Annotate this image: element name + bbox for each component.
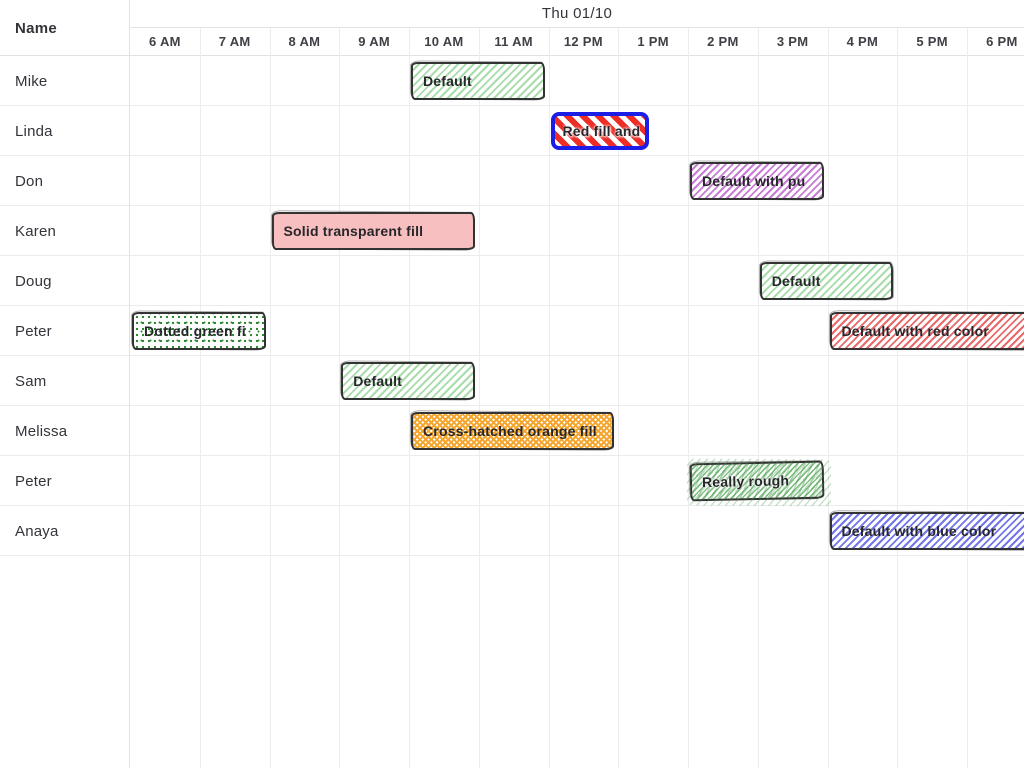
name-column: Name Mike Linda Don Karen Doug Peter Sam Meliss…	[0, 0, 130, 768]
event-label: Default with red color	[841, 323, 990, 339]
resource-row-label: Melissa	[0, 406, 129, 456]
gridline-vertical	[618, 28, 620, 768]
date-header-label: Thu 01/10	[541, 5, 613, 22]
gridline-horizontal	[0, 255, 1024, 256]
resource-name: Mike	[15, 72, 48, 90]
time-label: 4 PM	[846, 34, 879, 49]
resource-row-label: Mike	[0, 56, 129, 106]
resource-name: Peter	[15, 322, 52, 340]
gridline-horizontal	[0, 555, 1024, 556]
time-label: 10 AM	[424, 34, 464, 49]
gridline-horizontal	[0, 505, 1024, 506]
event[interactable]: Really rough	[689, 460, 824, 502]
gridline-vertical	[827, 28, 829, 768]
resource-row-label: Linda	[0, 106, 129, 156]
event-label: Default	[423, 73, 472, 89]
event-label: Cross-hatched orange fill	[423, 423, 597, 439]
name-column-header: Name	[0, 0, 129, 56]
gridline-vertical	[897, 28, 899, 768]
event-label: Default	[771, 273, 821, 289]
resource-name: Karen	[15, 222, 57, 240]
event[interactable]: Solid transparent fill	[271, 212, 475, 250]
resource-name: Anaya	[15, 522, 59, 540]
resource-row-label: Peter	[0, 456, 129, 506]
gridline-horizontal	[0, 455, 1024, 456]
gridline-horizontal	[0, 105, 1024, 106]
time-label: 1 PM	[637, 34, 669, 49]
time-label: 7 AM	[218, 34, 251, 49]
event[interactable]: Default with pu	[690, 162, 824, 200]
header-separator	[0, 55, 1024, 56]
time-label: 5 PM	[916, 34, 948, 49]
name-column-header-label: Name	[15, 19, 58, 37]
resource-row-label: Sam	[0, 356, 129, 406]
resource-name: Linda	[15, 122, 53, 140]
event-label: Solid transparent fill	[283, 223, 424, 239]
gridline-vertical	[967, 28, 968, 768]
gridline-vertical	[688, 28, 689, 768]
event-label: Red fill and	[562, 123, 641, 139]
time-label: 6 PM	[986, 34, 1018, 49]
event-label: Really rough	[701, 472, 790, 491]
gridline-horizontal	[0, 205, 1024, 206]
date-header: Thu 01/10	[130, 0, 1024, 28]
event[interactable]: Dotted green fi	[132, 312, 266, 350]
event[interactable]: Red fill and	[550, 112, 650, 150]
resource-row-label: Doug	[0, 256, 129, 306]
event[interactable]: Cross-hatched orange fill	[411, 412, 615, 450]
gridline-vertical	[548, 28, 550, 768]
event[interactable]: Default with blue color	[829, 512, 1024, 550]
time-label: 8 AM	[288, 34, 321, 49]
event-label: Default with blue color	[841, 523, 997, 539]
time-label: 3 PM	[776, 34, 809, 49]
resource-name: Peter	[15, 472, 52, 490]
event[interactable]: Default with red color	[829, 312, 1024, 350]
time-label: 11 AM	[494, 34, 533, 49]
event[interactable]: Default	[411, 62, 545, 100]
gridline-horizontal	[0, 305, 1024, 306]
resource-row-label: Anaya	[0, 506, 129, 556]
resource-list: Mike Linda Don Karen Doug Peter Sam Melissa Pete…	[0, 56, 129, 556]
gridline-vertical	[757, 28, 759, 768]
gridline-vertical	[199, 28, 201, 768]
gridline-horizontal	[0, 405, 1024, 406]
time-label: 12 PM	[563, 34, 603, 49]
event-label: Default	[353, 373, 403, 389]
time-label: 6 AM	[148, 34, 181, 49]
resource-row-label: Karen	[0, 206, 129, 256]
gridline-vertical	[478, 28, 480, 768]
resource-name: Don	[15, 172, 44, 190]
event-label: Default with pu	[702, 173, 806, 189]
gridline-horizontal	[0, 355, 1024, 356]
gridline-horizontal	[0, 155, 1024, 156]
event[interactable]: Default	[759, 262, 894, 300]
resource-name: Doug	[15, 272, 52, 290]
resource-name: Melissa	[15, 422, 68, 440]
timeline-grid[interactable]: Thu 01/10 6 AM 7 AM 8 AM 9 AM 10 AM 11 AM 12 P…	[130, 0, 1024, 768]
time-label: 9 AM	[358, 34, 391, 49]
event-label: Dotted green fi	[144, 323, 246, 339]
resource-name: Sam	[15, 372, 47, 390]
time-header-row: 6 AM 7 AM 8 AM 9 AM 10 AM 11 AM 12 PM 1 PM 2 PM 3…	[130, 28, 1024, 56]
time-label: 2 PM	[707, 34, 739, 49]
resource-row-label: Peter	[0, 306, 129, 356]
event[interactable]: Default	[341, 362, 475, 400]
gridline-vertical	[269, 28, 271, 768]
resource-row-label: Don	[0, 156, 129, 206]
gridline-vertical	[339, 28, 341, 768]
